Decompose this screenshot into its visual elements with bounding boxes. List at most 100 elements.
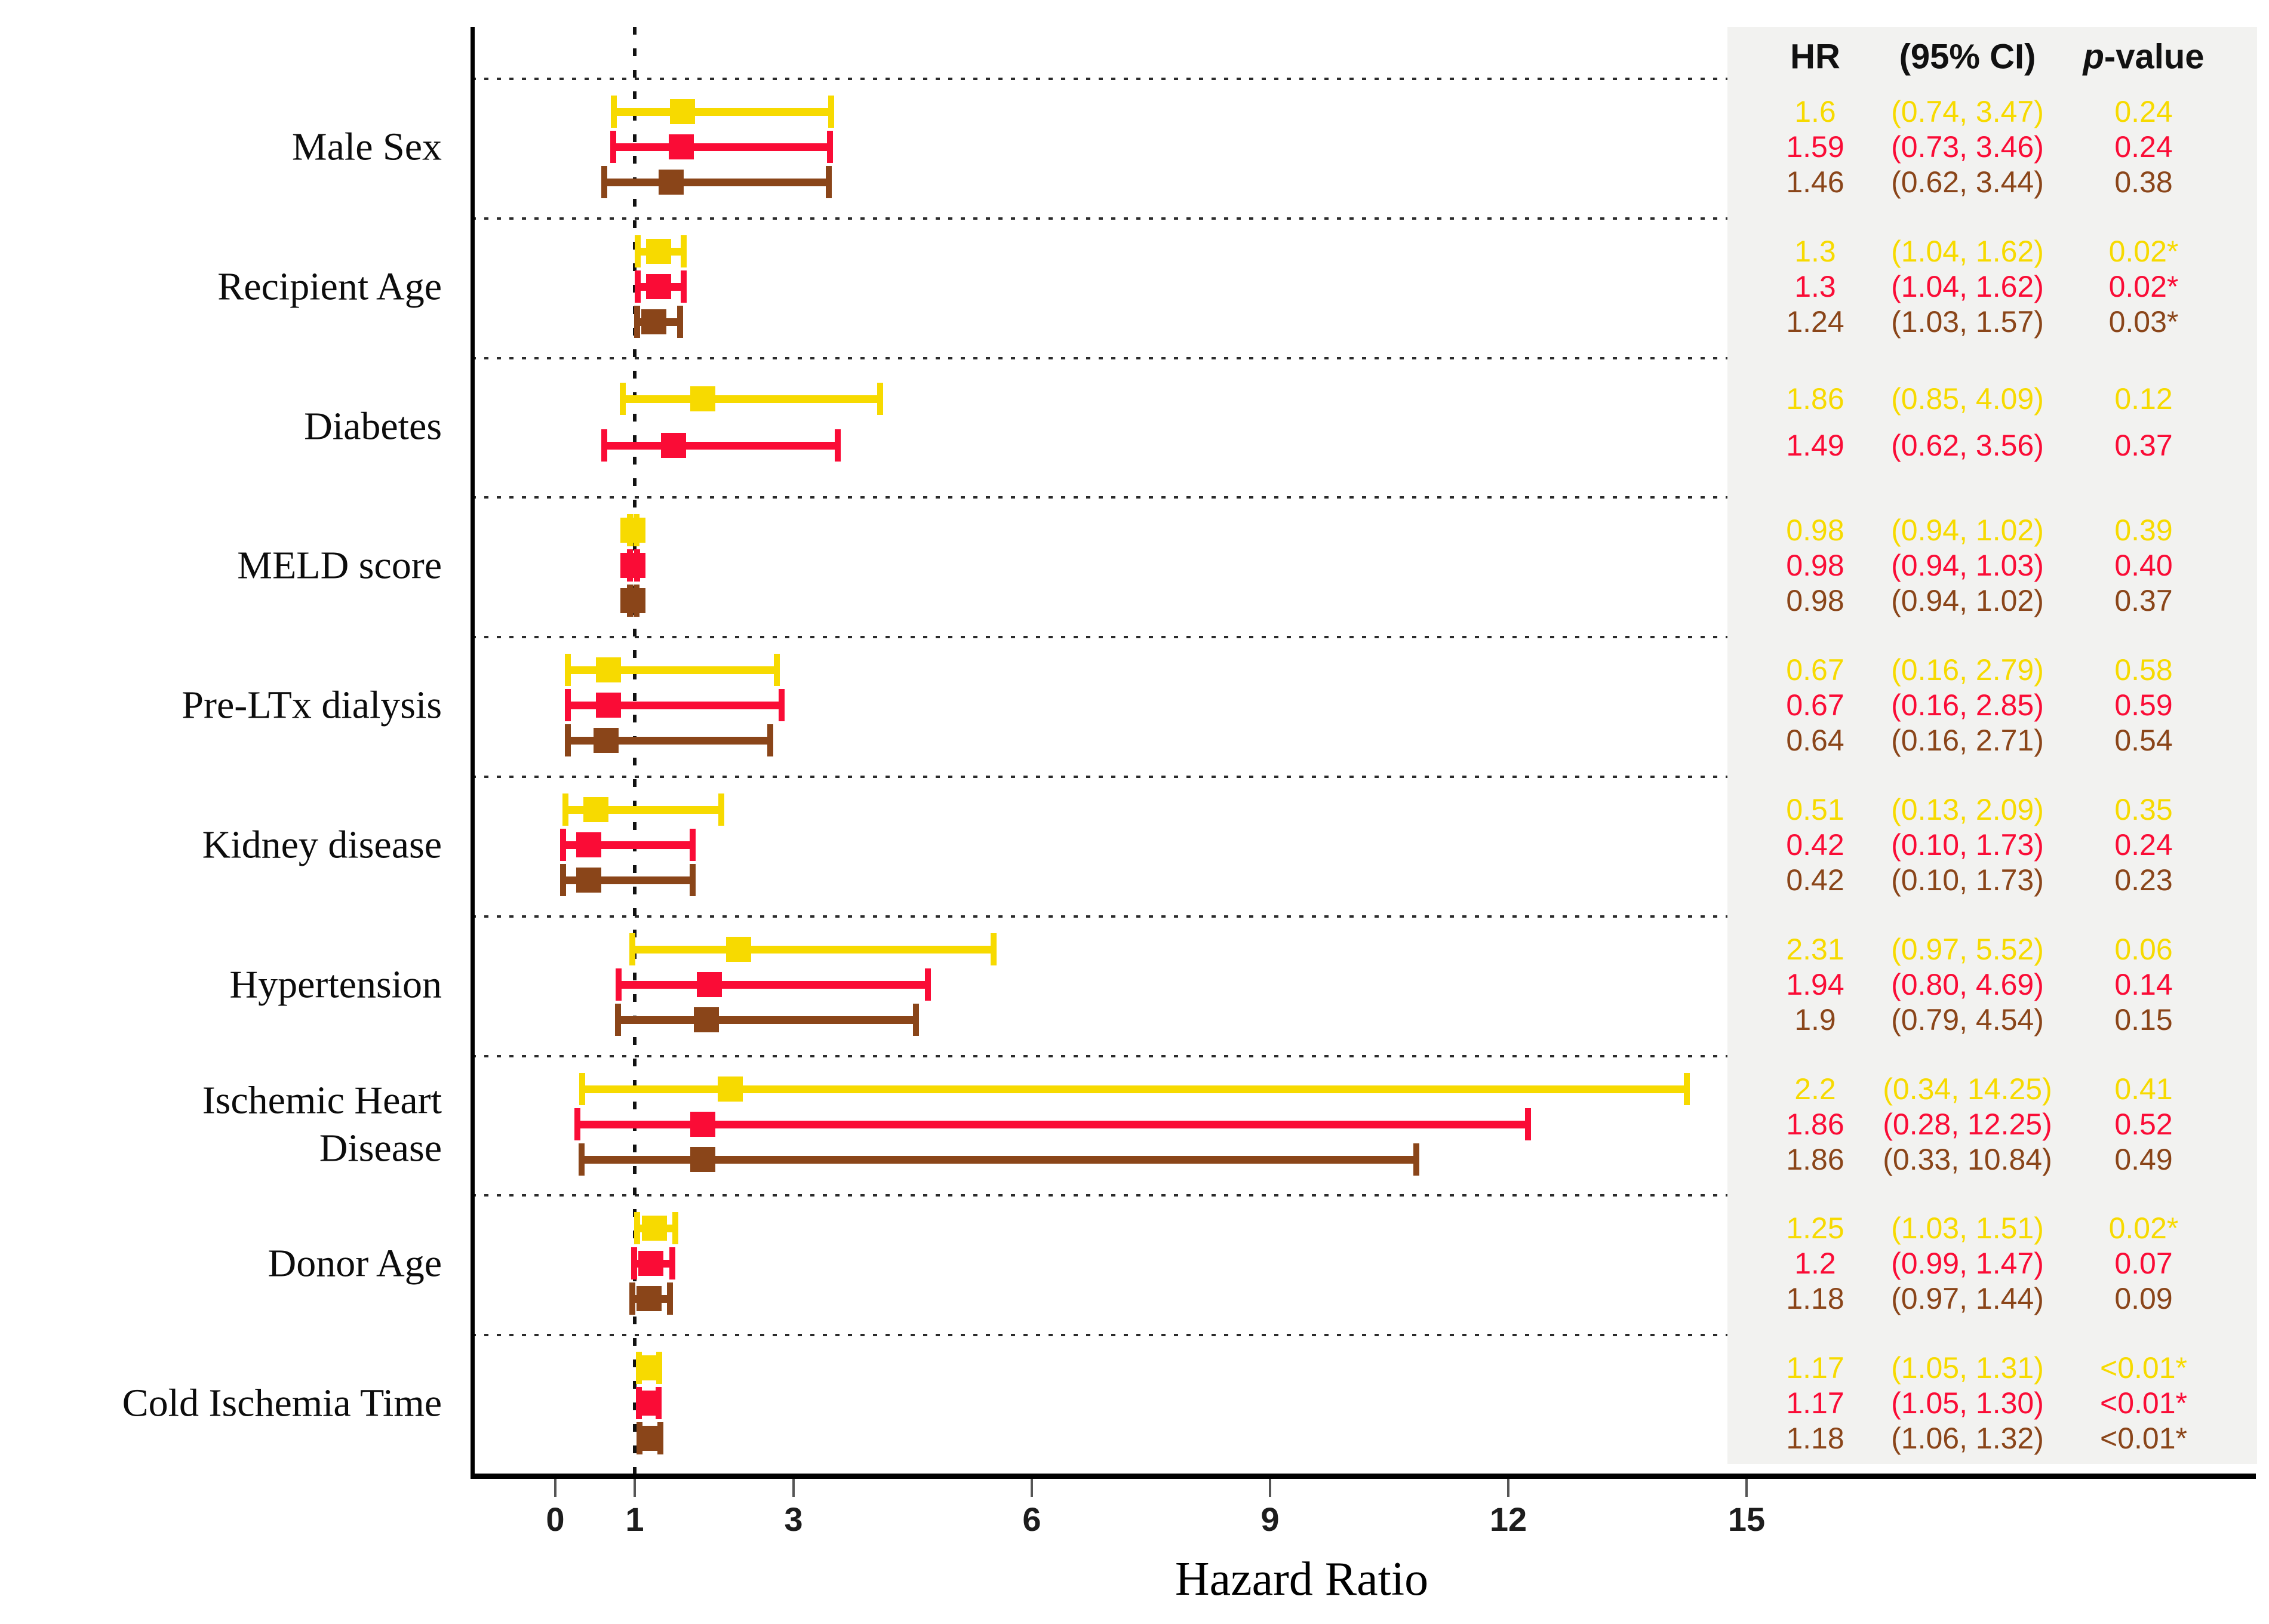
ci-value: (0.79, 4.54) <box>1891 1002 2044 1036</box>
hr-value: 1.6 <box>1794 95 1836 128</box>
x-tick <box>1031 1479 1033 1497</box>
row-label: Ischemic Heart Disease <box>202 1078 442 1170</box>
row-label: MELD score <box>237 544 442 588</box>
row-separator <box>472 776 1727 778</box>
hr-marker <box>645 273 671 299</box>
hr-value: 1.17 <box>1786 1351 1844 1385</box>
ci-whisker <box>581 1155 1416 1164</box>
hr-marker <box>690 1146 716 1172</box>
row-label: Male Sex <box>291 125 442 169</box>
ci-cap-low <box>565 724 571 757</box>
ci-whisker <box>619 980 928 989</box>
row-separator <box>472 915 1727 918</box>
hr-marker <box>576 868 601 893</box>
ci-cap-low <box>634 305 640 338</box>
hr-value: 1.46 <box>1786 165 1844 199</box>
p-value: 0.14 <box>2114 967 2173 1001</box>
x-tick <box>792 1479 795 1497</box>
ci-cap-low <box>565 654 571 687</box>
x-tick-label: 0 <box>546 1500 565 1538</box>
ci-value: (0.94, 1.03) <box>1891 549 2044 583</box>
x-tick <box>554 1479 557 1497</box>
ci-cap-low <box>635 270 641 303</box>
ci-value: (0.85, 4.09) <box>1891 382 2044 416</box>
ci-value: (1.05, 1.31) <box>1891 1351 2044 1385</box>
ci-cap-low <box>560 829 567 861</box>
ci-cap-high <box>690 864 696 896</box>
ci-cap-high <box>774 654 780 687</box>
ci-whisker <box>618 1016 916 1024</box>
ci-cap-high <box>825 166 832 198</box>
row-label: Cold Ischemia Time <box>122 1381 442 1425</box>
hr-value: 1.3 <box>1794 269 1836 303</box>
ci-whisker <box>613 143 831 151</box>
ci-value: (0.94, 1.02) <box>1891 513 2044 548</box>
p-value: 0.24 <box>2114 130 2173 164</box>
stats-table-panel <box>1727 27 2257 1464</box>
row-separator <box>472 1334 1727 1336</box>
hr-marker <box>594 728 619 753</box>
row-separator <box>472 78 1727 80</box>
p-value: 0.02* <box>2108 269 2179 303</box>
hr-marker <box>636 1426 662 1451</box>
x-tick-label: 12 <box>1489 1500 1527 1538</box>
p-value: <0.01* <box>2100 1386 2187 1420</box>
ci-value: (0.33, 10.84) <box>1883 1142 2052 1176</box>
ci-cap-low <box>635 235 641 267</box>
hr-value: 1.2 <box>1794 1247 1836 1281</box>
ci-value: (0.34, 14.25) <box>1883 1072 2052 1106</box>
row-separator <box>472 217 1727 220</box>
p-value: 0.38 <box>2114 165 2173 199</box>
ci-cap-low <box>574 1108 581 1140</box>
p-value: 0.40 <box>2114 549 2173 583</box>
hr-value: 1.59 <box>1786 130 1844 164</box>
hr-marker <box>635 1355 661 1381</box>
ci-cap-low <box>629 1282 635 1315</box>
p-value: 0.02* <box>2108 1211 2179 1245</box>
hr-value: 1.9 <box>1794 1002 1836 1036</box>
ci-cap-low <box>560 864 567 896</box>
hr-value: 1.86 <box>1786 382 1844 416</box>
ci-cap-low <box>610 131 617 163</box>
x-tick <box>1269 1479 1271 1497</box>
hr-marker <box>638 1251 663 1277</box>
x-tick <box>1745 1479 1748 1497</box>
ci-cap-low <box>629 933 635 965</box>
p-value: 0.35 <box>2114 793 2173 826</box>
hr-value: 0.98 <box>1786 549 1844 583</box>
ci-whisker <box>632 945 994 954</box>
x-tick-label: 1 <box>625 1500 644 1538</box>
ci-whisker <box>614 108 831 116</box>
ci-cap-low <box>631 1247 637 1280</box>
ci-value: (0.10, 1.73) <box>1891 828 2044 862</box>
p-value: 0.52 <box>2114 1107 2173 1141</box>
ci-whisker <box>604 441 838 450</box>
hr-value: 0.67 <box>1786 688 1844 722</box>
ci-cap-high <box>835 429 841 462</box>
ci-value: (0.16, 2.85) <box>1891 688 2044 722</box>
y-axis-line <box>471 27 475 1477</box>
hr-marker <box>690 386 716 411</box>
ci-value: (1.04, 1.62) <box>1891 269 2044 303</box>
row-label: Diabetes <box>304 404 442 448</box>
hr-marker <box>641 309 666 334</box>
hr-marker <box>635 1391 661 1416</box>
ci-cap-high <box>718 793 724 826</box>
hr-marker <box>717 1076 743 1102</box>
row-separator <box>472 357 1727 359</box>
ci-cap-high <box>677 305 683 338</box>
ci-cap-low <box>601 429 608 462</box>
hr-marker <box>642 1216 668 1241</box>
row-label: Recipient Age <box>217 264 442 309</box>
ci-value: (1.03, 1.57) <box>1891 304 2044 339</box>
ci-value: (0.10, 1.73) <box>1891 863 2044 897</box>
hr-marker <box>596 693 622 718</box>
ci-cap-high <box>1525 1108 1532 1140</box>
row-separator <box>472 496 1727 499</box>
ci-value: (0.74, 3.47) <box>1891 95 2044 128</box>
ci-cap-high <box>924 968 931 1001</box>
p-value: 0.15 <box>2114 1002 2173 1036</box>
hr-marker <box>661 432 687 458</box>
ci-cap-high <box>1413 1143 1419 1176</box>
row-label: Donor Age <box>268 1242 442 1286</box>
